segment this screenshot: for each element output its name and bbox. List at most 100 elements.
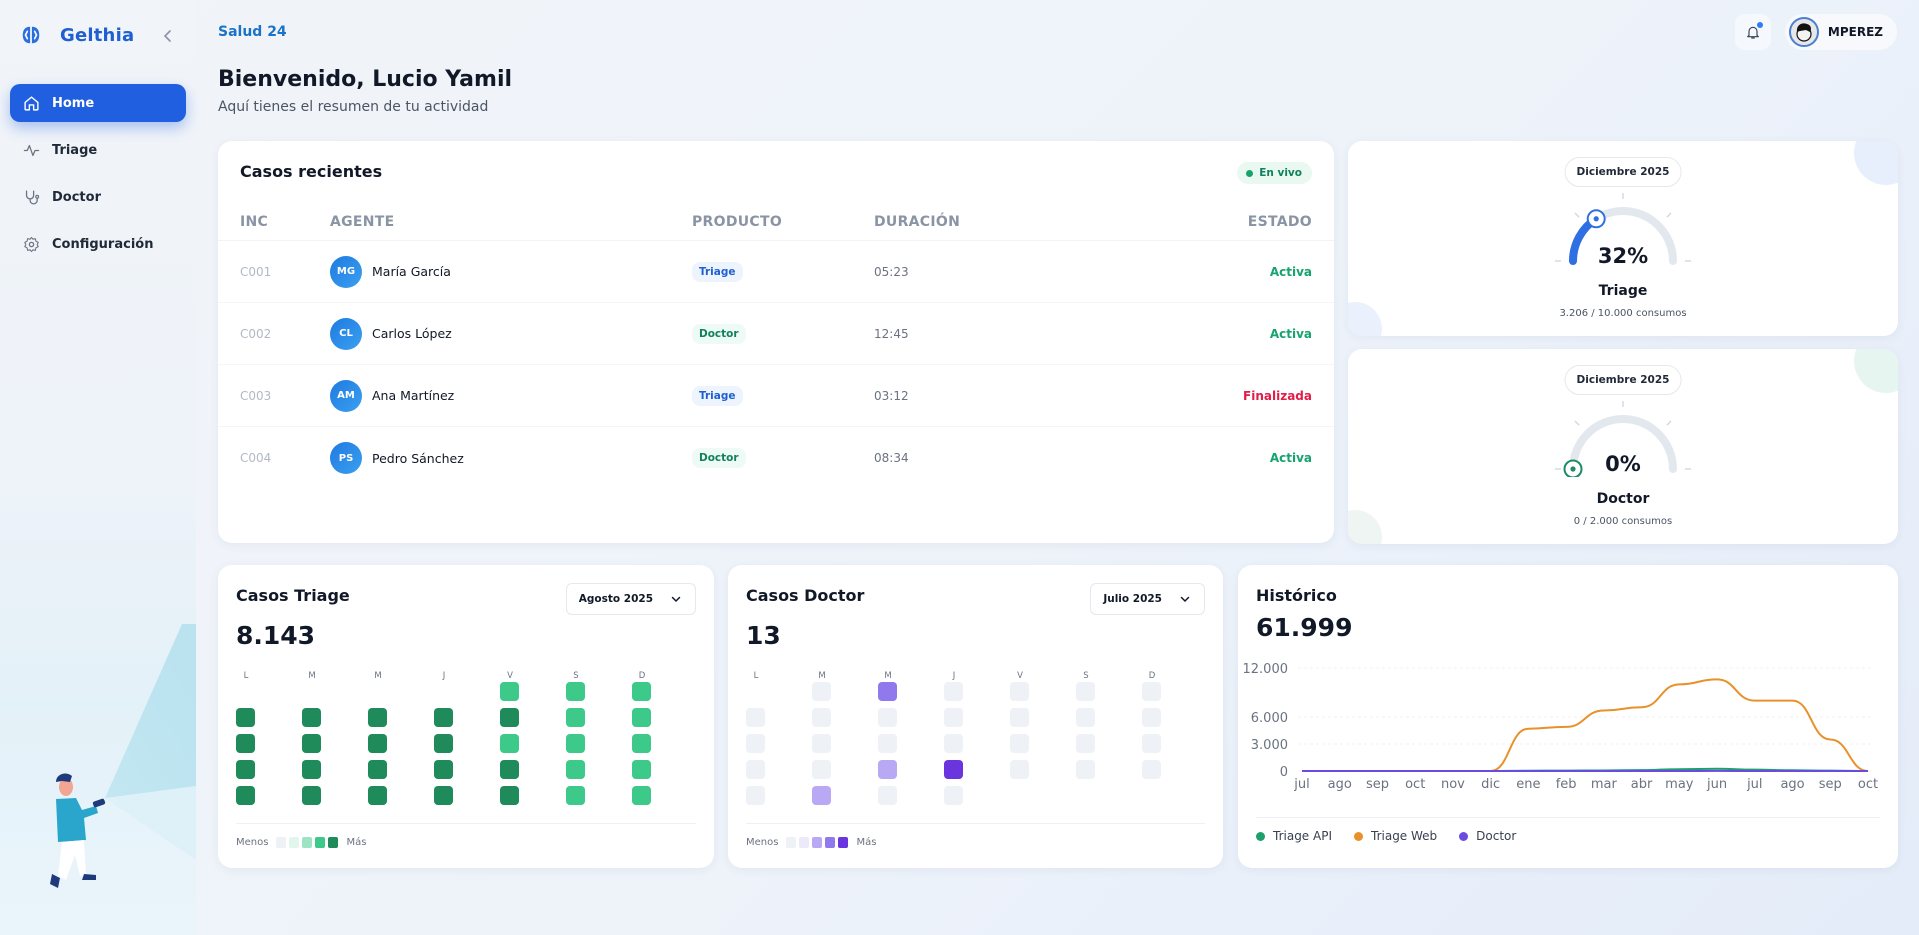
heatmap-cell[interactable] [434,734,453,753]
heatmap-cell[interactable] [236,708,255,727]
user-menu[interactable]: MPEREZ [1784,14,1897,50]
weekday-label: M [884,671,892,681]
heatmap-cell[interactable] [368,760,387,779]
table-row[interactable]: C001 MG María García Triage 05:23 Activa [218,241,1334,303]
chart-legend: Triage API Triage Web Doctor [1256,829,1538,843]
heatmap-cell[interactable] [632,682,651,701]
heatmap-cell[interactable] [566,760,585,779]
sidebar-item-triage[interactable]: Triage [10,131,186,169]
table-row[interactable]: C003 AM Ana Martínez Triage 03:12 Finali… [218,365,1334,427]
heatmap-cell[interactable] [434,708,453,727]
duration: 12:45 [874,326,909,341]
status-badge: Activa [1269,326,1312,341]
heatmap-cell[interactable] [1010,760,1029,779]
heatmap-cell[interactable] [878,682,897,701]
heatmap-cell[interactable] [1076,734,1095,753]
legend-item[interactable]: Doctor [1459,829,1516,843]
heatmap-cell[interactable] [368,786,387,805]
heatmap-cell[interactable] [812,708,831,727]
collapse-sidebar-button[interactable] [158,26,178,46]
legend-item[interactable]: Triage API [1256,829,1332,843]
heatmap-cell[interactable] [1076,708,1095,727]
heatmap-cell[interactable] [236,734,255,753]
heatmap-cell[interactable] [302,786,321,805]
column-producto[interactable]: PRODUCTO [692,213,783,230]
heatmap-cell[interactable] [500,734,519,753]
heatmap-cell[interactable] [944,760,963,779]
heatmap-cell[interactable] [566,708,585,727]
sidebar-item-home[interactable]: Home [10,84,186,122]
agent-name: Carlos López [372,326,452,341]
sidebar-item-configuracion[interactable]: Configuración [10,225,186,263]
heatmap-cell[interactable] [746,734,765,753]
column-duracion[interactable]: DURACIÓN [874,213,961,230]
heatmap-cell[interactable] [746,708,765,727]
heatmap-cell[interactable] [812,786,831,805]
case-id: C004 [240,451,272,465]
heatmap-cell[interactable] [566,734,585,753]
heatmap-cell[interactable] [236,786,255,805]
heatmap-cell[interactable] [368,734,387,753]
month-select[interactable]: Julio 2025 [1090,583,1205,615]
heatmap-cell[interactable] [1010,734,1029,753]
legend-item[interactable]: Triage Web [1354,829,1437,843]
triage-gauge [1555,193,1691,265]
heatmap-cell[interactable] [500,786,519,805]
heatmap-cell[interactable] [434,760,453,779]
heatmap-cell[interactable] [434,786,453,805]
heatmap-cell[interactable] [812,760,831,779]
heatmap-cell[interactable] [632,734,651,753]
heatmap-cell[interactable] [944,734,963,753]
heatmap-cell[interactable] [500,760,519,779]
heatmap-cell[interactable] [236,760,255,779]
heatmap-cell[interactable] [878,708,897,727]
heatmap-cell[interactable] [944,708,963,727]
heatmap-cell[interactable] [632,760,651,779]
heatmap-cell[interactable] [368,708,387,727]
heatmap-cell[interactable] [1142,760,1161,779]
sidebar-item-label: Configuración [52,236,154,252]
table-row[interactable]: C002 CL Carlos López Doctor 12:45 Activa [218,303,1334,365]
heatmap-cell[interactable] [812,682,831,701]
heatmap-cell[interactable] [1142,682,1161,701]
heatmap-cell[interactable] [632,786,651,805]
sidebar-item-doctor[interactable]: Doctor [10,178,186,216]
notifications-button[interactable] [1734,14,1771,50]
live-badge: En vivo [1237,162,1312,184]
heatmap-cell[interactable] [1142,708,1161,727]
heatmap-cell[interactable] [1010,708,1029,727]
month-select[interactable]: Agosto 2025 [565,583,696,615]
heatmap-cell[interactable] [302,760,321,779]
heatmap-cell[interactable] [1142,734,1161,753]
heatmap-cell[interactable] [746,786,765,805]
heatmap-cell[interactable] [1076,760,1095,779]
y-tick-label: 3.000 [1251,738,1288,753]
column-inc[interactable]: INC [240,213,269,230]
heatmap-cell[interactable] [302,734,321,753]
heatmap-cell[interactable] [1010,682,1029,701]
month-pill[interactable]: Diciembre 2025 [1564,365,1682,395]
heatmap-cell[interactable] [878,734,897,753]
heatmap-cell[interactable] [1076,682,1095,701]
heatmap-cell[interactable] [878,760,897,779]
heatmap-cell[interactable] [566,786,585,805]
user-name: MPEREZ [1827,25,1883,39]
heatmap-cell[interactable] [500,682,519,701]
table-row[interactable]: C004 PS Pedro Sánchez Doctor 08:34 Activ… [218,427,1334,489]
heatmap-cell[interactable] [878,786,897,805]
column-agente[interactable]: AGENTE [330,213,395,230]
heatmap-cell[interactable] [944,682,963,701]
heatmap-cell[interactable] [944,786,963,805]
heatmap-cell[interactable] [632,708,651,727]
heatmap-cell[interactable] [812,734,831,753]
card-title: Casos recientes [240,162,383,181]
heatmap-cell[interactable] [566,682,585,701]
heatmap-cell[interactable] [746,760,765,779]
heatmap-cell[interactable] [302,708,321,727]
column-estado[interactable]: ESTADO [1247,213,1312,230]
brand[interactable]: Gelthia [20,24,134,46]
heatmap-cell[interactable] [500,708,519,727]
month-pill[interactable]: Diciembre 2025 [1564,157,1682,187]
legend-swatch [276,837,287,848]
